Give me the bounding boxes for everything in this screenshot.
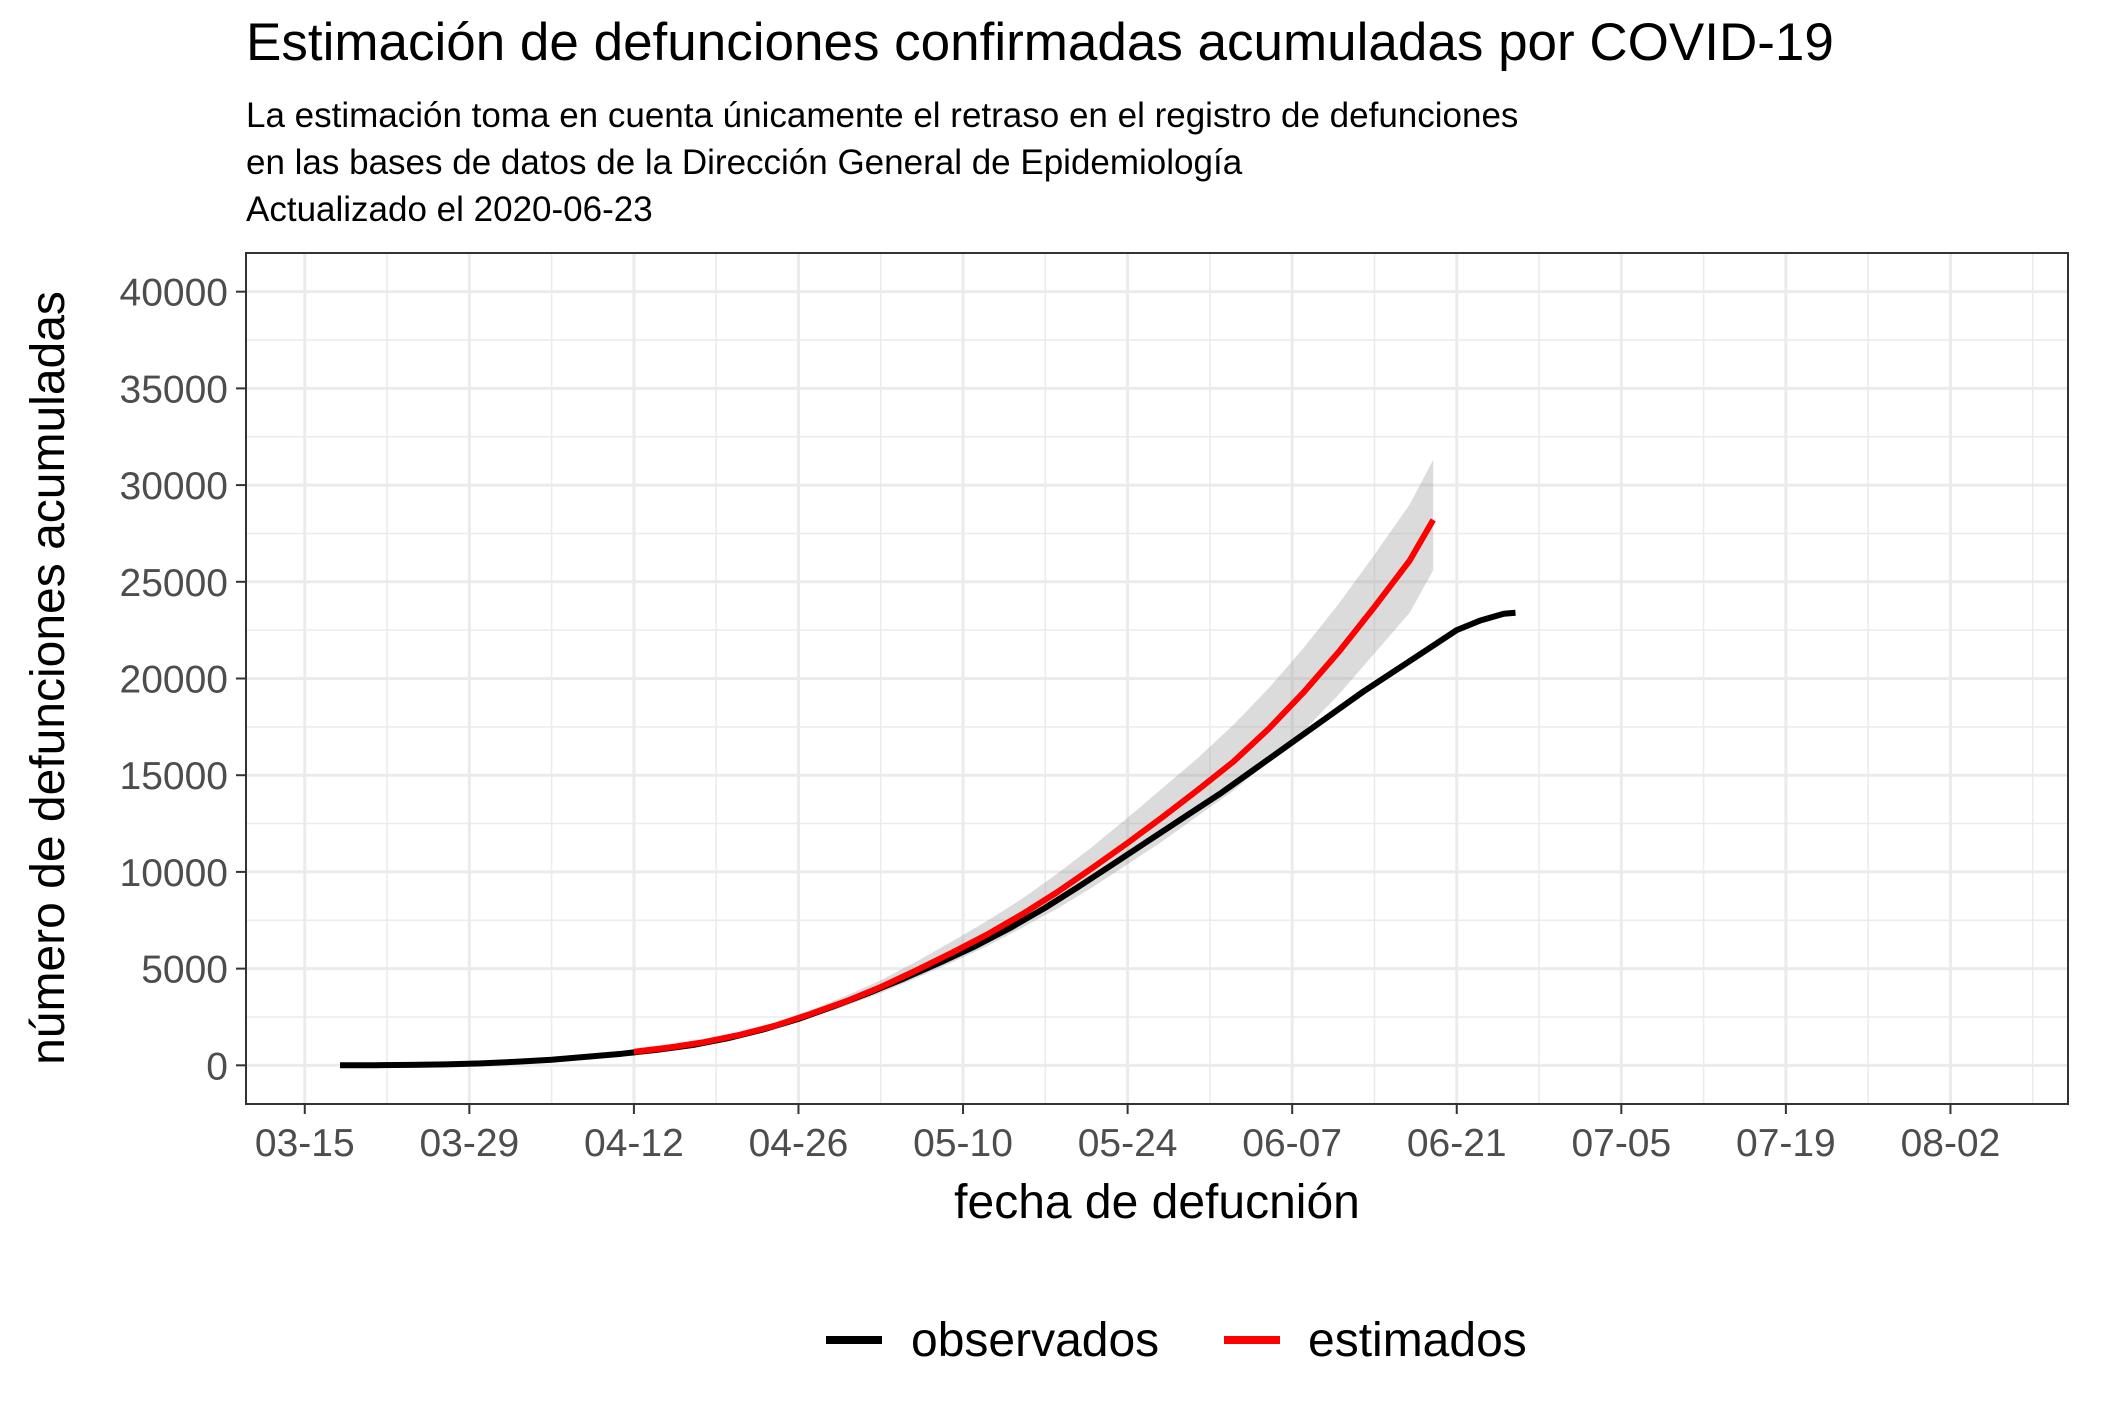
y-tick-label: 25000 [120, 562, 228, 605]
series-layer [339, 518, 1516, 1069]
x-axis-title: fecha de defucnión [954, 1176, 1360, 1229]
y-tick-label: 5000 [141, 949, 228, 992]
x-tick-label: 04-26 [749, 1122, 849, 1165]
y-tick-label: 10000 [120, 852, 228, 895]
x-tick-label: 03-15 [255, 1122, 355, 1165]
series-line-estimados [633, 518, 1436, 1055]
y-tick-label: 15000 [120, 755, 228, 798]
legend-label-observados: observados [911, 1314, 1159, 1367]
x-tick-label: 07-19 [1736, 1122, 1836, 1165]
chart-subtitle-line-1: La estimación toma en cuenta únicamente … [246, 96, 1518, 135]
y-axis-title: número de defunciones acumuladas [22, 291, 75, 1065]
legend: observados estimados [826, 1314, 1527, 1367]
y-axis: 0 5000 10000 15000 20000 25000 30000 35000 40000 [120, 272, 246, 1088]
grid-major [246, 253, 2068, 1104]
y-tick-label: 20000 [120, 659, 228, 702]
chart-title: Estimación de defunciones confirmadas ac… [246, 13, 1834, 72]
legend-label-estimados: estimados [1308, 1314, 1527, 1367]
x-tick-label: 04-12 [584, 1122, 684, 1165]
plot-panel [245, 252, 2069, 1105]
x-tick-label: 05-24 [1078, 1122, 1178, 1165]
x-tick-label: 03-29 [419, 1122, 519, 1165]
x-tick-label: 08-02 [1901, 1122, 2001, 1165]
x-tick-label: 06-21 [1407, 1122, 1507, 1165]
x-tick-label: 05-10 [913, 1122, 1013, 1165]
y-tick-label: 35000 [120, 368, 228, 411]
chart-subtitle-line-2: en las bases de datos de la Dirección Ge… [246, 143, 1243, 182]
series-line-observados [339, 609, 1516, 1069]
chart-subtitle-line-3: Actualizado el 2020-06-23 [246, 190, 653, 229]
x-tick-label: 06-07 [1242, 1122, 1342, 1165]
y-tick-label: 40000 [120, 272, 228, 315]
y-tick-label: 30000 [120, 465, 228, 508]
x-axis: 03-15 03-29 04-12 04-26 05-10 05-24 06-07 06-21… [255, 1104, 2000, 1165]
y-tick-label: 0 [206, 1045, 228, 1088]
x-tick-label: 07-05 [1571, 1122, 1671, 1165]
